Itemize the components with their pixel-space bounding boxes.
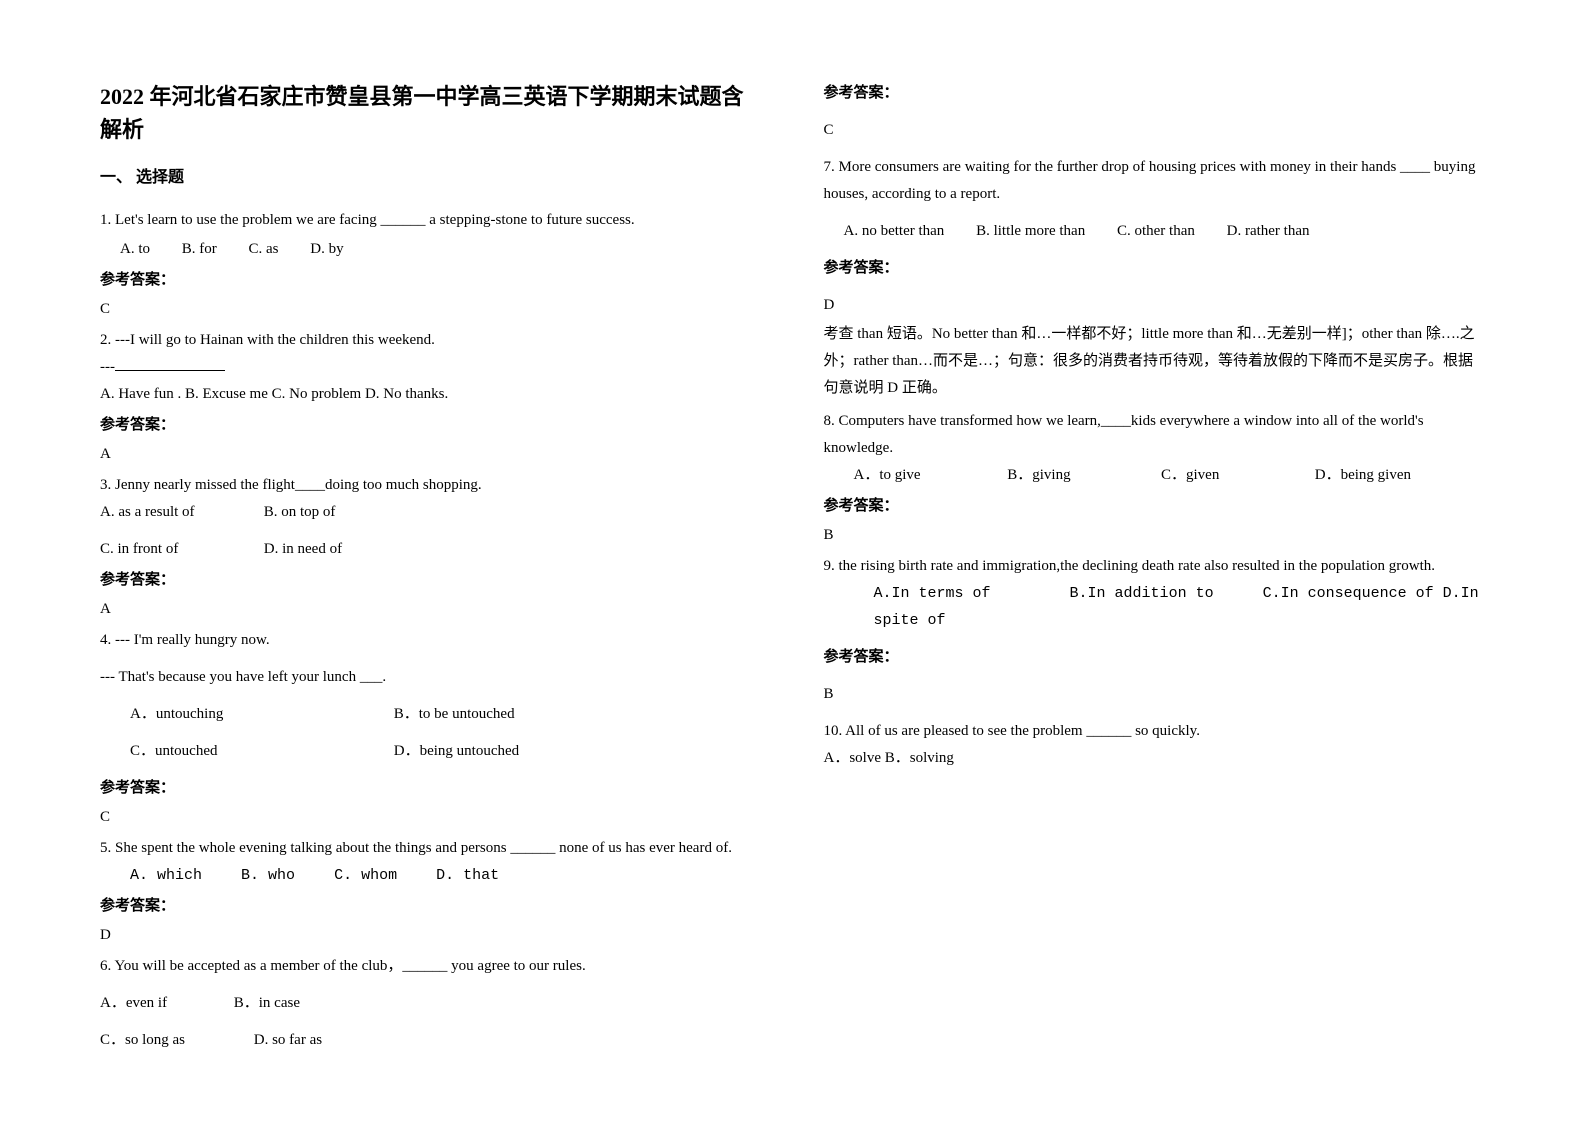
q8-options: A．to give B．giving C．given D．being given xyxy=(854,462,1488,489)
q7-stem: 7. More consumers are waiting for the fu… xyxy=(824,154,1488,208)
q7-options: A. no better than B. little more than C.… xyxy=(844,218,1488,245)
q5-stem: 5. She spent the whole evening talking a… xyxy=(100,835,764,862)
q1-opt-b: B. for xyxy=(182,236,217,263)
q7-opt-c: C. other than xyxy=(1117,218,1195,245)
q1-opt-a: A. to xyxy=(120,236,150,263)
q7-answer: D xyxy=(824,292,1488,319)
section-heading: 一、 选择题 xyxy=(100,164,764,193)
q5-options: A. which B. who C. whom D. that xyxy=(130,862,764,889)
q9-answer-label: 参考答案： xyxy=(824,644,1488,671)
q3-opt-d: D. in need of xyxy=(264,541,342,557)
q5-opt-b: B. who xyxy=(241,867,295,884)
q3-stem: 3. Jenny nearly missed the flight____doi… xyxy=(100,472,764,499)
q6-opt-b: B．in case xyxy=(234,995,300,1011)
q2-answer-label: 参考答案： xyxy=(100,412,764,439)
q6-stem: 6. You will be accepted as a member of t… xyxy=(100,953,764,980)
q3-opts-row2: C. in front of D. in need of xyxy=(100,536,764,563)
q4-opt-d: D．being untouched xyxy=(394,743,519,759)
q9-answer: B xyxy=(824,681,1488,708)
q4-opts-row1: A．untouching B．to be untouched xyxy=(130,701,764,728)
q9-options: A.In terms of B.In addition to C.In cons… xyxy=(874,580,1488,634)
q7-opt-a: A. no better than xyxy=(844,218,945,245)
q7-opt-d: D. rather than xyxy=(1227,218,1310,245)
q4-opts-row2: C．untouched D．being untouched xyxy=(130,738,764,765)
q4-opt-a: A．untouching xyxy=(130,701,390,728)
q4-answer: C xyxy=(100,804,764,831)
q3-opt-c: C. in front of xyxy=(100,536,260,563)
q8-stem: 8. Computers have transformed how we lea… xyxy=(824,408,1488,462)
q6-opts-row1: A．even if B．in case xyxy=(100,990,764,1017)
q8-opt-c: C．given xyxy=(1161,462,1311,489)
q6-opt-c: C．so long as xyxy=(100,1027,250,1054)
q1-opt-c: C. as xyxy=(249,236,279,263)
q10-stem: 10. All of us are pleased to see the pro… xyxy=(824,718,1488,745)
q1-options: A. to B. for C. as D. by xyxy=(120,236,764,263)
q1-stem: 1. Let's learn to use the problem we are… xyxy=(100,207,764,234)
q5-opt-a: A. which xyxy=(130,867,202,884)
q8-answer-label: 参考答案： xyxy=(824,493,1488,520)
q8-opt-d: D．being given xyxy=(1315,467,1411,483)
q2-options: A. Have fun . B. Excuse me C. No problem… xyxy=(100,381,764,408)
q3-answer-label: 参考答案： xyxy=(100,567,764,594)
q4-stem-line2: --- That's because you have left your lu… xyxy=(100,664,764,691)
q9-opt-b: B.In addition to xyxy=(1070,585,1214,602)
q1-answer-label: 参考答案： xyxy=(100,267,764,294)
q4-answer-label: 参考答案： xyxy=(100,775,764,802)
q1-opt-d: D. by xyxy=(310,236,343,263)
q3-opt-a: A. as a result of xyxy=(100,499,260,526)
q8-opt-b: B．giving xyxy=(1007,462,1157,489)
q6-opts-row2: C．so long as D. so far as xyxy=(100,1027,764,1054)
q3-opt-b: B. on top of xyxy=(264,504,336,520)
blank-line xyxy=(115,357,225,371)
q9-opt-c: C.In consequence of xyxy=(1263,585,1434,602)
q5-opt-c: C. whom xyxy=(334,867,397,884)
q4-stem-line1: 4. --- I'm really hungry now. xyxy=(100,627,764,654)
q1-answer: C xyxy=(100,296,764,323)
q10-options: A．solve B．solving xyxy=(824,745,1488,772)
q5-answer: D xyxy=(100,922,764,949)
q6-answer-label: 参考答案： xyxy=(824,80,1488,107)
q5-answer-label: 参考答案： xyxy=(100,893,764,920)
q7-opt-b: B. little more than xyxy=(976,218,1085,245)
q3-answer: A xyxy=(100,596,764,623)
q2-stem-line2: --- xyxy=(100,354,764,381)
q7-answer-label: 参考答案： xyxy=(824,255,1488,282)
q2-answer: A xyxy=(100,441,764,468)
q8-opt-a: A．to give xyxy=(854,462,1004,489)
q7-explanation: 考查 than 短语。No better than 和…一样都不好；little… xyxy=(824,321,1488,402)
q2-dash: --- xyxy=(100,359,115,375)
page-title: 2022 年河北省石家庄市赞皇县第一中学高三英语下学期期末试题含解析 xyxy=(100,80,764,146)
q9-stem: 9. the rising birth rate and immigration… xyxy=(824,553,1488,580)
q4-opt-b: B．to be untouched xyxy=(394,706,515,722)
q2-stem-line1: 2. ---I will go to Hainan with the child… xyxy=(100,327,764,354)
q6-answer: C xyxy=(824,117,1488,144)
q3-opts-row1: A. as a result of B. on top of xyxy=(100,499,764,526)
q8-answer: B xyxy=(824,522,1488,549)
q5-opt-d: D. that xyxy=(436,867,499,884)
q4-opt-c: C．untouched xyxy=(130,738,390,765)
q6-opt-d: D. so far as xyxy=(254,1032,322,1048)
q6-opt-a: A．even if xyxy=(100,990,230,1017)
q9-opt-a: A.In terms of xyxy=(874,585,991,602)
